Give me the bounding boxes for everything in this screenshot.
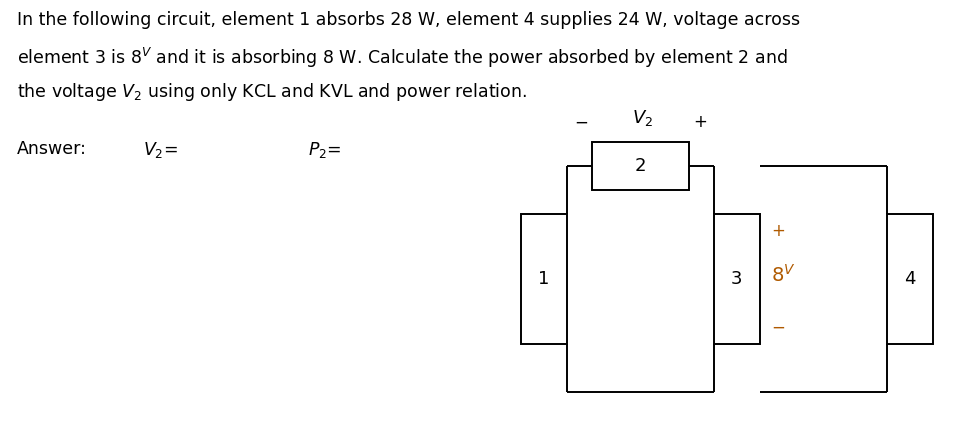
Text: $-$: $-$ [771, 318, 786, 336]
FancyBboxPatch shape [714, 214, 760, 344]
Text: 1: 1 [538, 270, 550, 288]
Text: $+$: $+$ [771, 222, 786, 240]
Text: In the following circuit, element 1 absorbs 28 W, element 4 supplies 24 W, volta: In the following circuit, element 1 abso… [17, 11, 800, 29]
Text: $P_2$=: $P_2$= [308, 140, 342, 160]
Text: $V_2$=: $V_2$= [143, 140, 177, 160]
Text: 3: 3 [731, 270, 742, 288]
Text: 2: 2 [635, 157, 646, 175]
FancyBboxPatch shape [521, 214, 567, 344]
Text: the voltage $V_2$ using only KCL and KVL and power relation.: the voltage $V_2$ using only KCL and KVL… [17, 81, 528, 102]
FancyBboxPatch shape [592, 142, 689, 190]
Text: Answer:: Answer: [17, 140, 88, 157]
Text: 8$^V$: 8$^V$ [771, 264, 796, 286]
Text: 4: 4 [904, 270, 916, 288]
Text: $V_2$: $V_2$ [632, 108, 653, 128]
Text: $+$: $+$ [693, 113, 707, 131]
Text: $-$: $-$ [574, 113, 587, 131]
Text: element 3 is 8$^V$ and it is absorbing 8 W. Calculate the power absorbed by elem: element 3 is 8$^V$ and it is absorbing 8… [17, 46, 788, 70]
FancyBboxPatch shape [887, 214, 933, 344]
